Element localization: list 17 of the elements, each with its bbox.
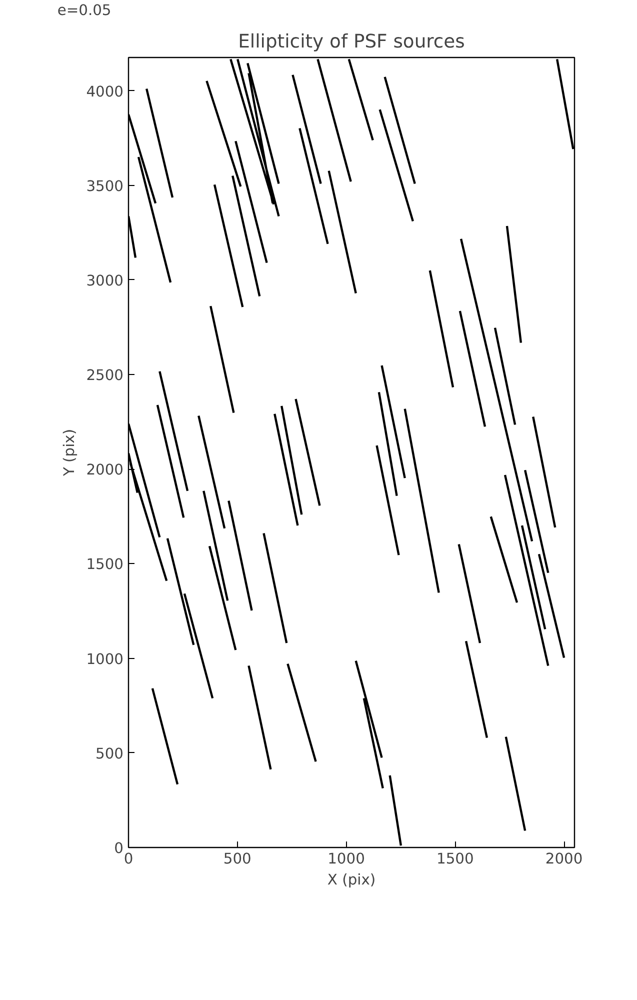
y-tick-label: 4000 (86, 83, 124, 100)
y-tick-label: 2000 (86, 462, 124, 479)
x-tick-label: 2000 (545, 850, 583, 868)
x-tick-label: 1500 (436, 850, 474, 868)
chart-title: Ellipticity of PSF sources (238, 32, 465, 52)
y-tick-label: 1500 (86, 556, 124, 574)
y-tick-label: 1000 (86, 650, 124, 668)
x-tick-label: 500 (223, 850, 252, 868)
y-tick-label: 3000 (86, 272, 124, 290)
y-tick-label: 500 (96, 745, 124, 762)
y-axis-title: Y (pix) (61, 428, 78, 478)
x-axis-title: X (pix) (327, 872, 376, 888)
y-tick-label: 0 (114, 840, 124, 857)
y-tick-label: 2500 (86, 367, 124, 384)
x-tick-label: 1000 (328, 850, 365, 868)
text: e=0.05 (57, 2, 112, 18)
y-tick-label: 3500 (86, 178, 124, 195)
